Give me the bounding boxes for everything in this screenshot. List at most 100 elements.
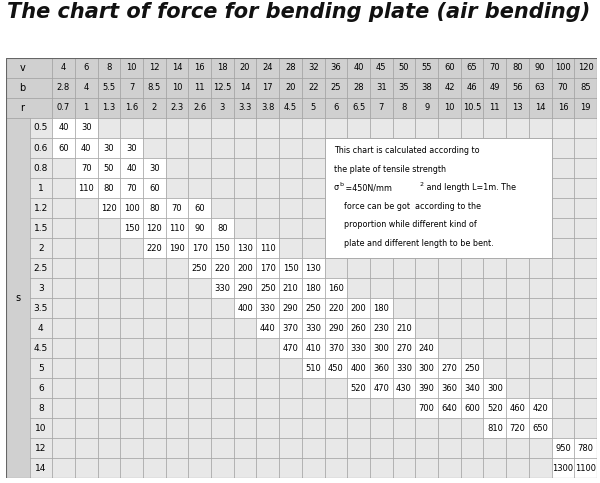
Text: 70: 70 <box>126 184 137 193</box>
Bar <box>325 358 347 378</box>
Text: 50: 50 <box>104 164 114 172</box>
Bar <box>188 418 211 438</box>
Bar <box>506 78 529 98</box>
Text: 90: 90 <box>535 63 545 72</box>
Bar <box>234 458 256 478</box>
Bar <box>551 58 574 78</box>
Bar <box>392 338 415 358</box>
Bar <box>29 418 52 438</box>
Bar <box>506 98 529 118</box>
Bar <box>506 198 529 218</box>
Bar <box>143 98 166 118</box>
Text: 430: 430 <box>396 384 412 393</box>
Bar <box>52 238 75 258</box>
Bar <box>75 418 98 438</box>
Text: 720: 720 <box>509 424 526 433</box>
Bar <box>256 338 279 358</box>
Bar <box>551 198 574 218</box>
Bar <box>143 358 166 378</box>
Bar <box>75 398 98 418</box>
Bar <box>98 178 120 198</box>
Bar <box>347 358 370 378</box>
Text: 120: 120 <box>146 224 162 232</box>
Text: 2.6: 2.6 <box>193 103 206 113</box>
Bar <box>529 318 551 338</box>
Bar <box>574 78 597 98</box>
Bar <box>461 158 484 178</box>
Text: 7: 7 <box>379 103 384 113</box>
Bar <box>392 318 415 338</box>
Bar <box>392 258 415 278</box>
Text: 120: 120 <box>578 63 593 72</box>
Bar <box>279 298 302 318</box>
Bar <box>234 78 256 98</box>
Bar <box>302 98 325 118</box>
Bar <box>370 138 392 158</box>
Bar <box>302 338 325 358</box>
Bar <box>461 58 484 78</box>
Bar <box>279 258 302 278</box>
Bar <box>120 98 143 118</box>
Bar <box>211 338 234 358</box>
Bar <box>529 138 551 158</box>
Bar <box>302 178 325 198</box>
Bar <box>506 258 529 278</box>
Text: 24: 24 <box>263 63 273 72</box>
Bar <box>75 378 98 398</box>
Bar <box>392 458 415 478</box>
Bar <box>143 378 166 398</box>
Bar <box>166 58 188 78</box>
Bar <box>347 198 370 218</box>
Text: 0.5: 0.5 <box>34 124 48 132</box>
Bar <box>143 138 166 158</box>
Text: 40: 40 <box>58 124 69 132</box>
Text: 4: 4 <box>83 84 89 92</box>
Bar <box>256 378 279 398</box>
Bar <box>98 118 120 138</box>
Bar <box>211 418 234 438</box>
Bar <box>188 398 211 418</box>
Bar <box>392 358 415 378</box>
Bar <box>438 418 461 438</box>
Bar <box>52 198 75 218</box>
Bar <box>256 118 279 138</box>
Text: 110: 110 <box>169 224 185 232</box>
Bar <box>392 418 415 438</box>
Text: 600: 600 <box>464 404 480 412</box>
Bar <box>279 378 302 398</box>
Bar <box>302 278 325 298</box>
Bar <box>166 98 188 118</box>
Bar <box>143 178 166 198</box>
Text: 7: 7 <box>129 84 134 92</box>
Bar <box>506 418 529 438</box>
Text: 2: 2 <box>38 243 44 253</box>
Bar <box>143 58 166 78</box>
Bar <box>143 458 166 478</box>
Bar <box>302 458 325 478</box>
Text: 950: 950 <box>555 444 571 453</box>
Bar <box>29 118 52 138</box>
Bar <box>52 278 75 298</box>
Bar <box>211 238 234 258</box>
Text: b: b <box>340 182 343 186</box>
Text: 340: 340 <box>464 384 480 393</box>
Bar <box>211 118 234 138</box>
Text: 700: 700 <box>419 404 434 412</box>
Text: 220: 220 <box>146 243 162 253</box>
Bar <box>392 438 415 458</box>
Text: 290: 290 <box>237 284 253 293</box>
Text: 70: 70 <box>81 164 91 172</box>
Bar <box>506 398 529 418</box>
Bar <box>211 58 234 78</box>
Bar <box>415 418 438 438</box>
Bar <box>29 358 52 378</box>
Bar <box>52 118 75 138</box>
Bar <box>506 138 529 158</box>
Bar <box>506 118 529 138</box>
Bar <box>256 158 279 178</box>
Bar <box>279 278 302 298</box>
Bar <box>120 418 143 438</box>
Text: 80: 80 <box>149 203 160 213</box>
Bar <box>370 198 392 218</box>
Text: 70: 70 <box>490 63 500 72</box>
